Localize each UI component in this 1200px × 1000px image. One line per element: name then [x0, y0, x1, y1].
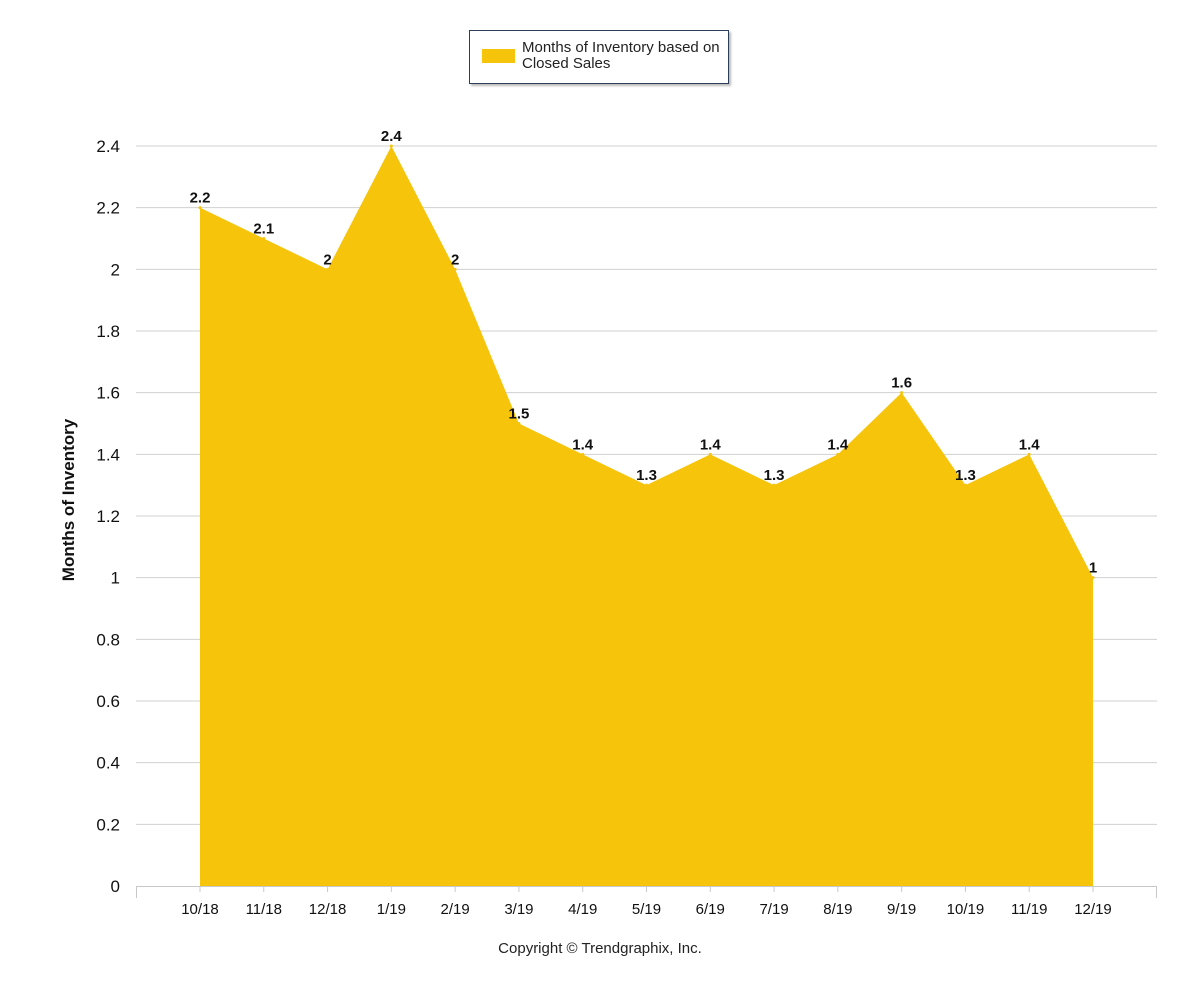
y-tick-label: 2.2 — [96, 199, 120, 218]
data-label: 1.4 — [827, 436, 849, 453]
data-label: 2.4 — [381, 128, 403, 145]
data-labels: 2.2 2.1 2 2.4 2 1.5 1.4 1.3 1.4 1.3 1.4 1.6 1.3 1.4 1 — [190, 128, 1098, 577]
data-label: 1.3 — [764, 467, 785, 484]
data-point — [963, 483, 967, 487]
data-point — [389, 144, 393, 148]
legend-swatch — [482, 49, 515, 63]
x-tick-label: 12/19 — [1074, 901, 1112, 918]
data-label: 2.2 — [190, 190, 211, 207]
y-tick-label: 0.2 — [96, 815, 120, 834]
data-label: 1.4 — [572, 436, 594, 453]
data-label: 2 — [451, 251, 459, 268]
data-label: 2 — [323, 251, 331, 268]
data-point — [453, 267, 457, 271]
data-label: 1.3 — [955, 467, 976, 484]
y-tick-label: 2.4 — [96, 137, 120, 156]
data-point — [517, 422, 521, 425]
data-point — [708, 452, 712, 456]
area-fill — [200, 146, 1093, 886]
axes — [136, 886, 1157, 898]
y-tick-label: 0.8 — [96, 630, 120, 649]
data-point — [836, 452, 840, 456]
x-tick-label: 9/19 — [887, 901, 916, 918]
x-tick-label: 6/19 — [696, 901, 725, 918]
data-label: 1.3 — [636, 467, 657, 484]
x-tick-label: 3/19 — [504, 901, 533, 918]
x-tick-label: 10/19 — [947, 901, 985, 918]
x-tick-label: 11/19 — [1011, 901, 1047, 918]
y-tick-label: 2 — [111, 260, 120, 279]
y-tick-label: 1.6 — [96, 384, 120, 403]
data-label: 1 — [1089, 560, 1097, 577]
copyright-text: Copyright © Trendgraphix, Inc. — [498, 940, 702, 957]
x-tick-label: 10/18 — [181, 901, 219, 918]
data-point — [1091, 576, 1095, 580]
data-label: 1.4 — [1019, 436, 1041, 453]
y-tick-label: 0.4 — [96, 754, 120, 773]
data-point — [772, 483, 776, 487]
x-tick-label: 12/18 — [309, 901, 347, 918]
data-point — [326, 267, 330, 271]
data-label: 1.4 — [700, 436, 722, 453]
x-tick-label: 1/19 — [377, 901, 406, 918]
y-tick-label: 0 — [111, 877, 120, 896]
data-label: 2.1 — [253, 221, 274, 238]
x-tick-label: 8/19 — [823, 901, 852, 918]
legend: Months of Inventory based on Closed Sale… — [469, 30, 729, 84]
y-tick-labels: 0 0.2 0.4 0.6 0.8 1 1.2 1.4 1.6 1.8 2 2.2 2.4 — [96, 137, 120, 896]
x-tick-label: 7/19 — [759, 901, 788, 918]
y-tick-label: 1 — [111, 569, 120, 588]
data-label: 1.6 — [891, 375, 912, 392]
x-tick-label: 11/18 — [246, 901, 282, 918]
y-tick-label: 1.8 — [96, 322, 120, 341]
data-point — [262, 237, 266, 240]
x-tick-label: 5/19 — [632, 901, 661, 918]
data-point — [1027, 452, 1031, 456]
legend-label: Months of Inventory based on Closed Sale… — [522, 39, 720, 72]
x-tick-label: 2/19 — [441, 901, 470, 918]
data-point — [645, 483, 648, 487]
y-tick-label: 1.2 — [96, 507, 120, 526]
data-point — [900, 391, 904, 395]
x-tick-labels: 10/18 11/18 12/18 1/19 2/19 3/19 4/19 5/19 6/19 7… — [181, 901, 1112, 918]
y-axis-title: Months of Inventory — [59, 418, 78, 581]
y-tick-label: 1.4 — [96, 445, 120, 464]
area-series — [198, 144, 1095, 886]
y-tick-label: 0.6 — [96, 692, 120, 711]
data-label: 1.5 — [508, 406, 529, 423]
x-tick-label: 4/19 — [568, 901, 597, 918]
data-point — [198, 206, 202, 210]
data-point — [581, 452, 585, 456]
